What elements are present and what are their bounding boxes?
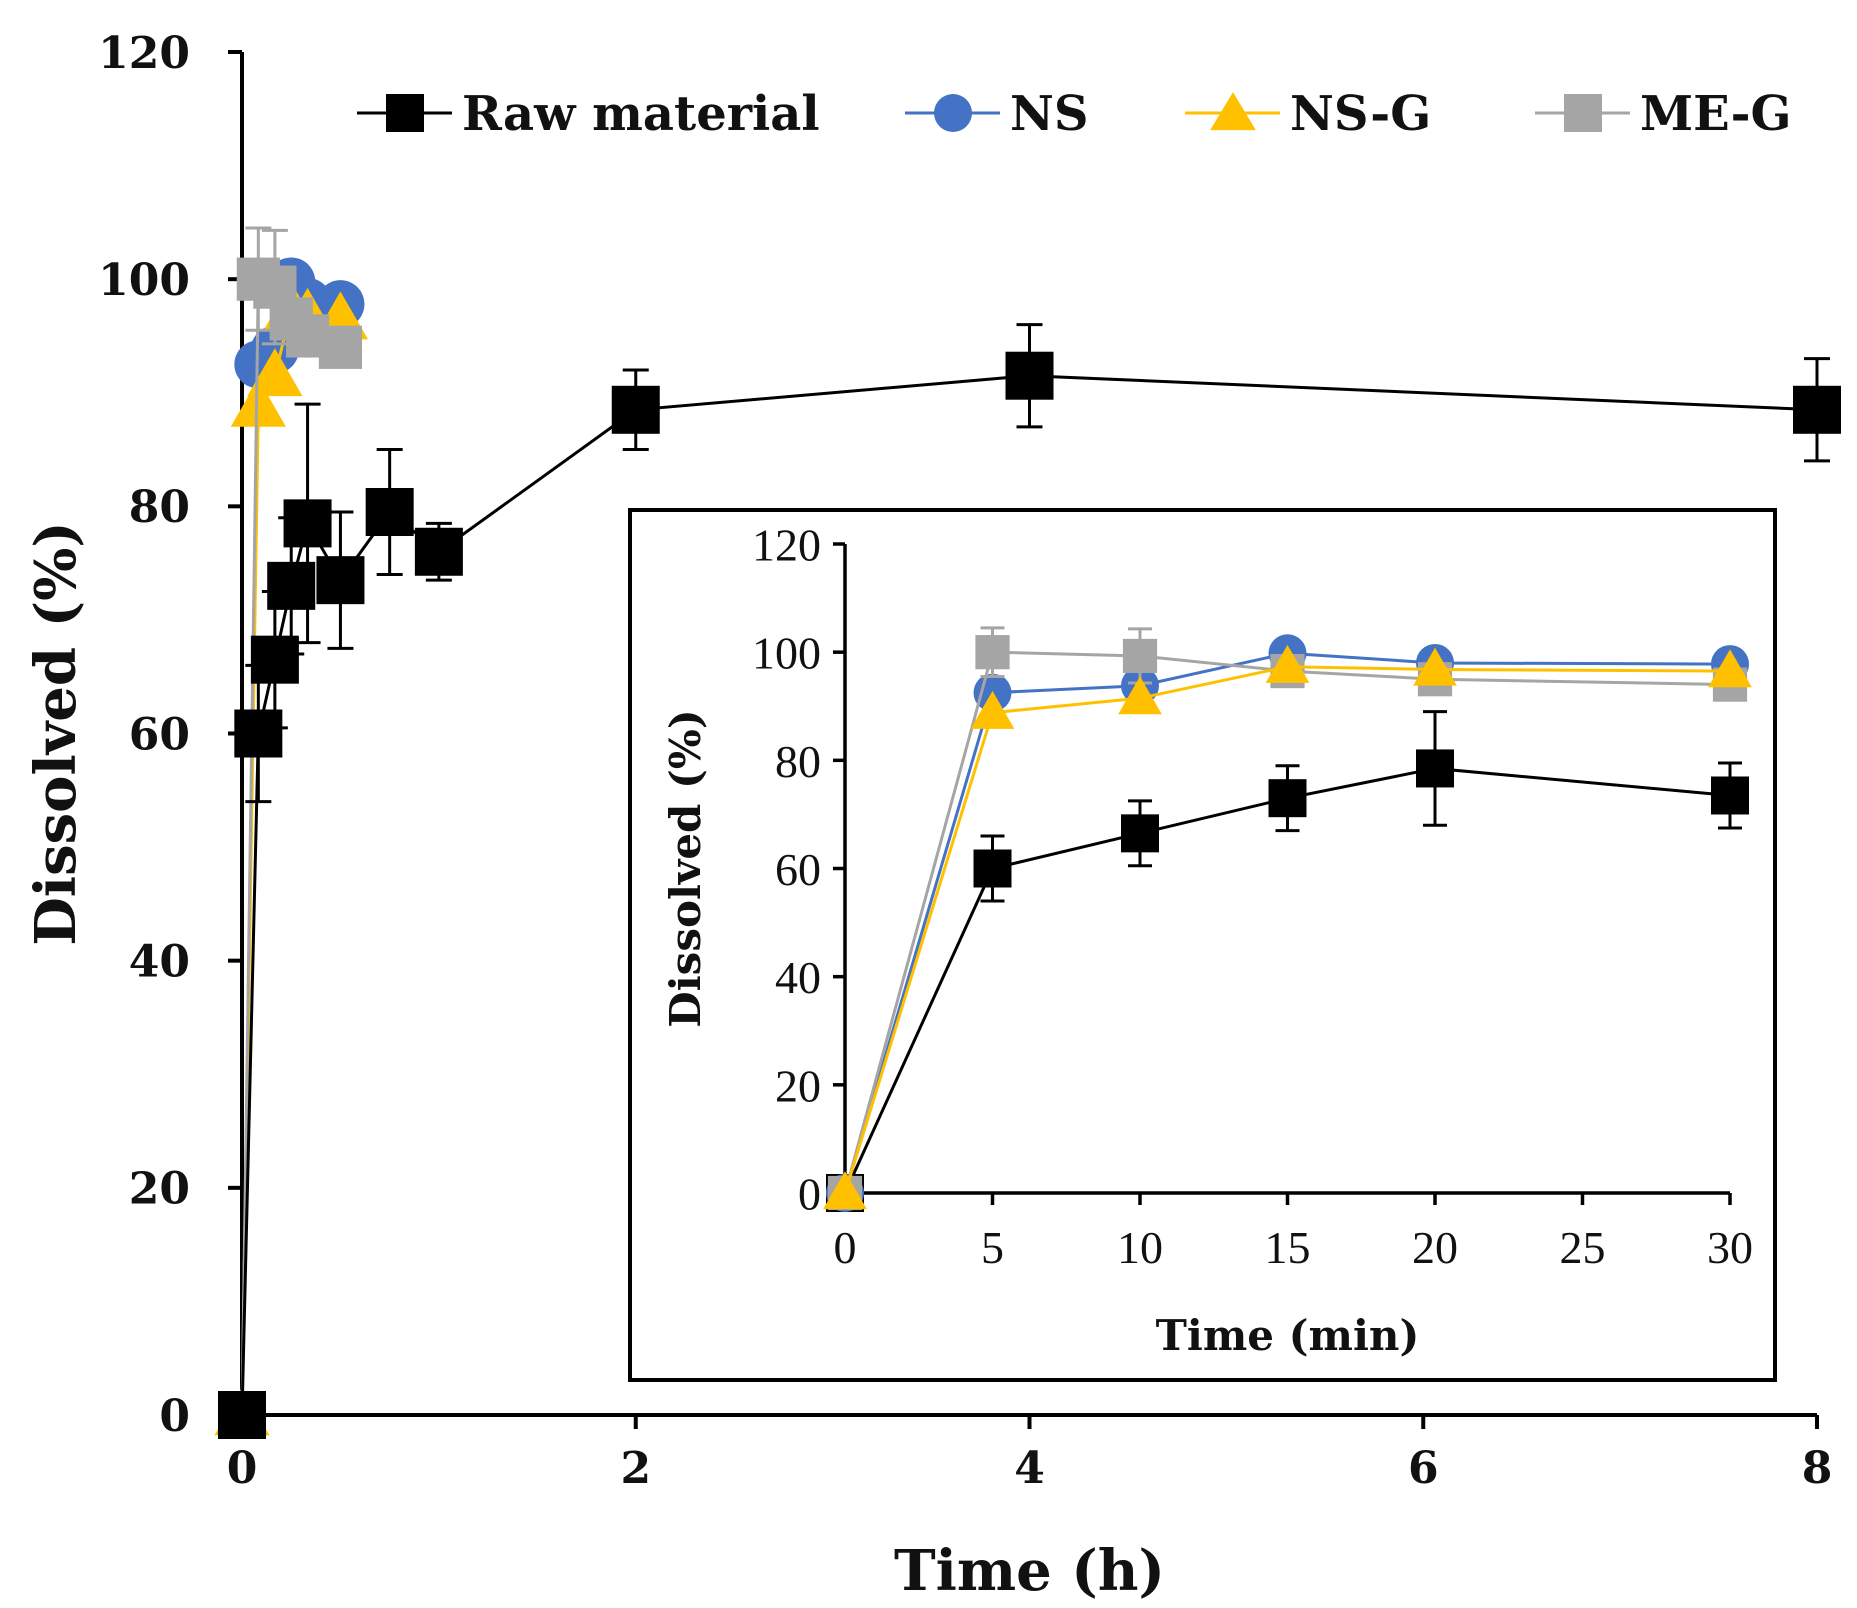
data-point <box>283 499 332 548</box>
data-point <box>250 635 299 684</box>
y-tick-label: 40 <box>775 952 821 1003</box>
data-point <box>1121 814 1159 853</box>
y-tick-label: 80 <box>129 482 190 533</box>
y-tick-label: 120 <box>98 28 190 79</box>
series-ns-g <box>214 282 369 1436</box>
y-tick-label: 80 <box>775 736 821 787</box>
y-axis-title: Dissolved (%) <box>661 709 710 1027</box>
y-tick-label: 40 <box>129 937 190 988</box>
legend-item-me-g: ME-G <box>1535 86 1792 142</box>
x-tick-label: 20 <box>1412 1222 1458 1273</box>
data-point <box>414 527 463 576</box>
data-point <box>1265 644 1310 683</box>
data-point <box>365 488 414 537</box>
y-tick-label: 60 <box>129 709 190 760</box>
y-tick-label: 100 <box>752 628 821 679</box>
x-tick-label: 0 <box>227 1443 258 1494</box>
data-point <box>1118 676 1162 715</box>
inset-plot: 0 20 40 60 80 100 120 0 5 10 15 20 25 30 Time (min) Dis… <box>661 520 1753 1360</box>
data-point <box>970 690 1015 729</box>
data-point <box>267 561 316 610</box>
legend-marker <box>386 94 424 132</box>
data-point <box>230 378 286 427</box>
x-tick-label: 2 <box>620 1443 651 1494</box>
y-tick-label: 0 <box>798 1169 821 1220</box>
data-point <box>234 709 283 758</box>
y-tick-label: 60 <box>775 844 821 895</box>
legend: Raw material NS NS-G ME-G <box>357 86 1792 142</box>
data-point <box>1122 638 1158 674</box>
x-tick-label: 8 <box>1802 1443 1833 1494</box>
series-line <box>843 651 1731 1194</box>
data-point <box>1416 749 1454 788</box>
series-line <box>843 766 1731 1194</box>
x-tick-label: 25 <box>1560 1222 1606 1273</box>
data-point <box>1268 779 1307 818</box>
legend-marker <box>934 94 972 132</box>
x-tick-label: 15 <box>1265 1222 1311 1273</box>
legend-item-ns-g: NS-G <box>1185 86 1431 142</box>
x-tick-label: 30 <box>1707 1222 1753 1273</box>
legend-label: Raw material <box>462 86 820 142</box>
legend-item-ns: NS <box>905 86 1089 142</box>
data-point <box>823 1171 867 1210</box>
data-point <box>1793 385 1841 434</box>
x-tick-label: 4 <box>1014 1443 1045 1494</box>
legend-label: ME-G <box>1640 86 1792 142</box>
data-point <box>247 348 303 397</box>
series-line <box>843 650 1731 1194</box>
y-tick-label: 20 <box>129 1164 190 1215</box>
data-point <box>1708 649 1752 688</box>
series-raw-material <box>218 323 1841 1439</box>
y-tick-label: 20 <box>775 1060 821 1111</box>
data-point <box>316 556 365 605</box>
x-tick-label: 6 <box>1408 1443 1439 1494</box>
data-point <box>1711 776 1749 815</box>
y-tick-label: 0 <box>159 1391 190 1442</box>
x-axis-title: Time (h) <box>894 1538 1165 1604</box>
series-line <box>843 665 1731 1194</box>
x-axis-title: Time (min) <box>1156 1311 1420 1360</box>
inset-frame <box>628 508 1777 1382</box>
y-tick-label: 100 <box>98 255 190 306</box>
data-point <box>1413 647 1457 686</box>
data-point <box>218 1391 266 1439</box>
series-ns <box>218 257 365 1439</box>
y-tick-label: 120 <box>752 520 821 571</box>
legend-item-raw-material: Raw material <box>357 86 820 142</box>
x-tick-label: 5 <box>981 1222 1004 1273</box>
series-ns-g <box>823 644 1752 1210</box>
legend-label: NS <box>1010 86 1089 142</box>
legend-label: NS-G <box>1290 86 1431 142</box>
data-point <box>975 635 1010 670</box>
legend-marker <box>1210 92 1256 131</box>
x-tick-label: 10 <box>1117 1222 1163 1273</box>
data-point <box>973 849 1012 888</box>
legend-marker <box>1564 94 1602 132</box>
data-point <box>1005 351 1054 400</box>
data-point <box>611 385 660 434</box>
y-axis-title: Dissolved (%) <box>23 521 89 946</box>
data-point <box>318 325 363 369</box>
x-tick-label: 0 <box>834 1222 857 1273</box>
